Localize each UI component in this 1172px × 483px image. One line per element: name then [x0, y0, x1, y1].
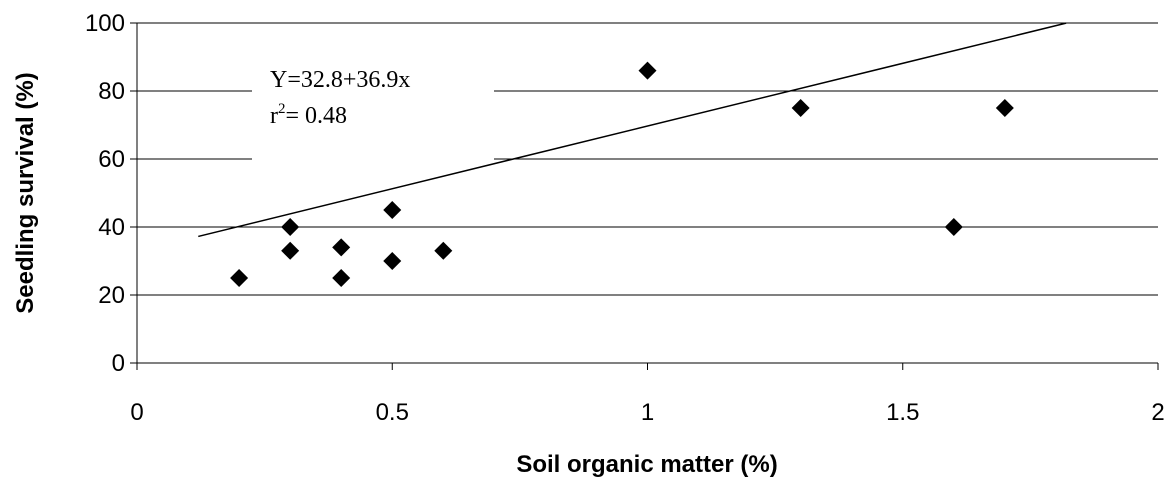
- data-point-8: [638, 61, 657, 80]
- y-tick-label: 40: [98, 214, 125, 241]
- data-point-11: [995, 99, 1014, 117]
- data-point-9: [791, 99, 810, 117]
- data-point-2: [281, 218, 300, 236]
- x-tick-label: 2: [1151, 399, 1164, 426]
- x-tick-label: 1: [641, 399, 654, 426]
- data-point-3: [332, 269, 351, 287]
- y-tick-label: 0: [112, 350, 125, 377]
- regression-equation: Y=32.8+36.9x: [270, 67, 410, 93]
- data-point-4: [332, 238, 351, 257]
- regression-annotation: Y=32.8+36.9x r2= 0.48: [252, 60, 494, 160]
- y-tick-label: 80: [98, 78, 125, 105]
- data-point-0: [230, 269, 249, 287]
- data-points: [230, 61, 1014, 287]
- x-tick-labels: 0 0.5 1 1.5 2: [130, 399, 1164, 426]
- x-tick-label: 0.5: [376, 399, 409, 426]
- data-point-10: [944, 218, 963, 236]
- data-point-7: [434, 241, 453, 260]
- trendline: [198, 22, 1067, 238]
- y-tick-labels: 0 20 40 60 80 100: [85, 10, 125, 377]
- r-exponent: 2: [278, 101, 286, 117]
- r-squared-value: = 0.48: [286, 103, 348, 129]
- data-point-1: [281, 241, 300, 260]
- axes: [130, 22, 1159, 370]
- trendline-group: [198, 22, 1067, 238]
- data-point-6: [383, 201, 402, 219]
- y-tick-label: 100: [85, 10, 125, 37]
- annotation-background: [252, 60, 494, 160]
- r-squared-label: r2= 0.48: [270, 101, 347, 129]
- r-symbol: r: [270, 103, 278, 129]
- y-axis-title: Seedling survival (%): [12, 72, 39, 313]
- x-tick-label: 0: [130, 399, 143, 426]
- y-tick-label: 60: [98, 146, 125, 173]
- data-point-5: [383, 252, 402, 270]
- y-tick-label: 20: [98, 282, 125, 309]
- x-axis-title: Soil organic matter (%): [516, 451, 777, 478]
- x-tick-label: 1.5: [886, 399, 919, 426]
